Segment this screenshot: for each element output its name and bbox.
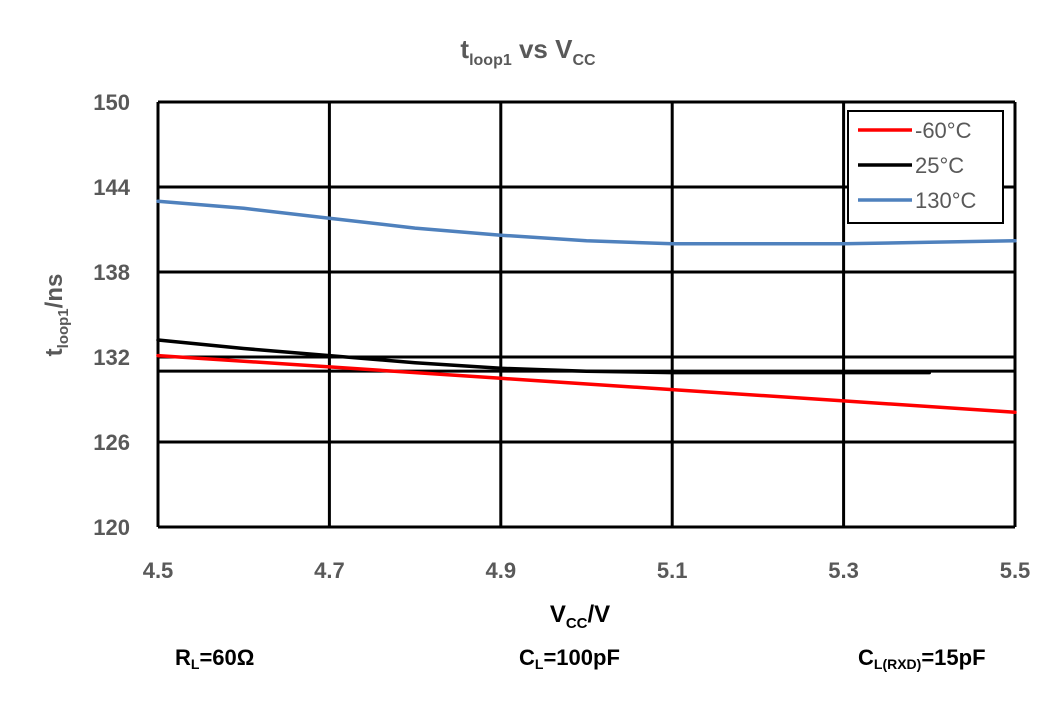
x-tick-label-3: 5.1 xyxy=(657,558,688,583)
condition-cl-sub: L xyxy=(534,656,544,672)
y-tick-label-4: 144 xyxy=(93,175,130,200)
condition-cl-main: C xyxy=(519,645,535,670)
condition-clrxd-main: C xyxy=(858,645,874,670)
condition-rl-sub: L xyxy=(190,656,200,672)
y-tick-label-5: 150 xyxy=(93,90,130,115)
x-axis-label-main: V xyxy=(550,601,566,628)
series-line-1 xyxy=(156,338,932,375)
x-tick-label-2: 4.9 xyxy=(486,558,517,583)
y-tick-label-2: 132 xyxy=(93,345,130,370)
condition-clrxd-tail: =15pF xyxy=(921,645,986,670)
y-tick-label-0: 120 xyxy=(93,515,130,540)
chart-title-mid: vs V xyxy=(512,34,573,64)
condition-cl: CL=100pF xyxy=(519,645,620,672)
condition-cl-tail: =100pF xyxy=(543,645,620,670)
chart-title-main: t xyxy=(460,34,469,64)
x-tick-label-5: 5.5 xyxy=(1000,558,1031,583)
legend-label-2: 130°C xyxy=(915,188,977,213)
y-axis-label-sub: loop1 xyxy=(55,308,72,348)
series-line-2 xyxy=(156,199,1017,246)
chart-title-sub: loop1 xyxy=(469,52,512,69)
condition-rl-tail: =60Ω xyxy=(199,645,255,670)
x-tick-labels: 4.5 4.7 4.9 5.1 5.3 5.5 xyxy=(143,558,1031,583)
y-axis-label: tloop1/ns xyxy=(41,274,72,357)
y-axis-label-main: t xyxy=(41,348,68,356)
chart-title: tloop1 vs VCC xyxy=(460,34,596,69)
chart-title-sub2: CC xyxy=(572,52,596,69)
y-tick-label-3: 138 xyxy=(93,260,130,285)
y-tick-label-1: 126 xyxy=(93,430,130,455)
legend-label-0: -60°C xyxy=(915,118,972,143)
x-axis-label-tail: /V xyxy=(588,601,611,628)
y-axis-label-tail: /ns xyxy=(41,274,68,309)
series-line-0 xyxy=(156,353,1017,415)
legend: -60°C 25°C 130°C xyxy=(847,110,1004,224)
x-axis-label: VCC/V xyxy=(550,601,610,632)
condition-clrxd-sub: L(RXD) xyxy=(873,656,922,672)
condition-rl: RL=60Ω xyxy=(175,645,254,672)
x-tick-label-0: 4.5 xyxy=(143,558,174,583)
x-tick-label-1: 4.7 xyxy=(314,558,345,583)
x-tick-label-4: 5.3 xyxy=(828,558,859,583)
condition-rl-main: R xyxy=(175,645,191,670)
condition-clrxd: CL(RXD)=15pF xyxy=(858,645,986,672)
legend-label-1: 25°C xyxy=(915,153,964,178)
x-axis-label-sub: CC xyxy=(566,615,588,632)
series-lines xyxy=(156,199,1017,415)
y-tick-labels: 120 126 132 138 144 150 xyxy=(93,90,130,540)
